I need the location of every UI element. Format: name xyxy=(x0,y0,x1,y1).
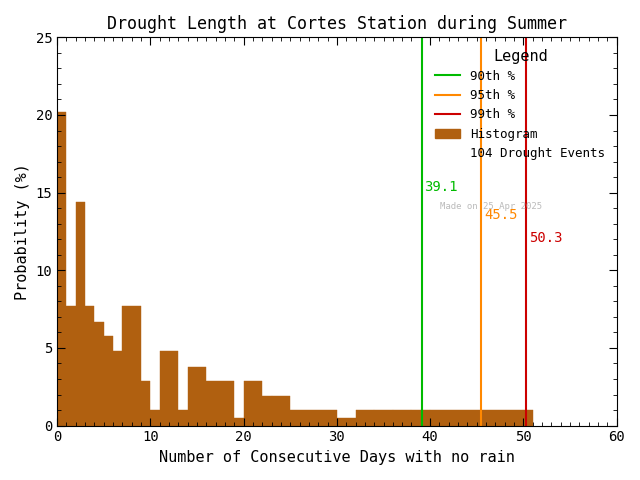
Text: Made on 25 Apr 2025: Made on 25 Apr 2025 xyxy=(440,202,543,211)
Bar xyxy=(206,381,234,426)
Bar xyxy=(291,410,337,426)
Bar xyxy=(262,396,271,426)
Text: 50.3: 50.3 xyxy=(529,231,563,245)
Bar xyxy=(122,306,141,426)
Bar xyxy=(160,351,179,426)
Bar xyxy=(374,410,393,426)
Title: Drought Length at Cortes Station during Summer: Drought Length at Cortes Station during … xyxy=(107,15,567,33)
Bar xyxy=(393,410,412,426)
Bar xyxy=(356,410,374,426)
Bar xyxy=(412,410,430,426)
Bar xyxy=(188,367,206,426)
Bar xyxy=(104,336,113,426)
Text: 45.5: 45.5 xyxy=(484,208,518,222)
Bar xyxy=(141,381,150,426)
Bar xyxy=(179,410,188,426)
Bar xyxy=(76,202,85,426)
Bar xyxy=(234,418,244,426)
X-axis label: Number of Consecutive Days with no rain: Number of Consecutive Days with no rain xyxy=(159,450,515,465)
Bar xyxy=(337,418,356,426)
Bar xyxy=(271,396,291,426)
Bar xyxy=(57,112,67,426)
Bar xyxy=(150,410,160,426)
Bar xyxy=(67,306,76,426)
Y-axis label: Probability (%): Probability (%) xyxy=(15,163,30,300)
Bar xyxy=(95,322,104,426)
Text: 39.1: 39.1 xyxy=(424,180,458,194)
Bar xyxy=(244,381,262,426)
Bar xyxy=(430,410,524,426)
Bar xyxy=(524,410,532,426)
Bar xyxy=(113,351,122,426)
Bar xyxy=(85,306,95,426)
Legend: 90th %, 95th %, 99th %, Histogram, 104 Drought Events: 90th %, 95th %, 99th %, Histogram, 104 D… xyxy=(430,44,611,165)
